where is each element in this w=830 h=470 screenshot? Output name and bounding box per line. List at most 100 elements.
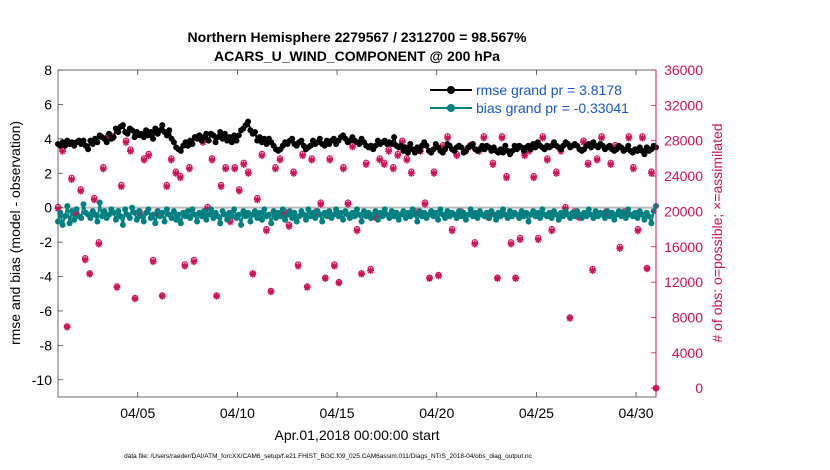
obs-assimilated-point: [235, 187, 243, 195]
obs-assimilated-point: [534, 236, 542, 244]
bias-point: [254, 215, 261, 221]
bias-point: [474, 215, 481, 221]
x-axis: 04/05 04/10 04/15 04/20 04/25 04/30: [120, 70, 654, 421]
rmse-point: [298, 137, 305, 144]
rmse-point: [226, 134, 233, 141]
bias-point: [270, 208, 277, 215]
bias-point: [611, 216, 618, 223]
chart-title-line2: ACARS_U_WIND_COMPONENT @ 200 hPa: [214, 48, 500, 64]
bias-point: [567, 215, 574, 221]
bias-point: [203, 216, 210, 223]
rmse-point: [214, 134, 221, 141]
bias-point: [486, 215, 493, 221]
bias-point: [194, 218, 201, 225]
obs-assimilated-point: [127, 147, 134, 155]
obs-assimilated-point: [598, 134, 606, 142]
rmse-point: [219, 135, 226, 142]
bias-point: [145, 206, 152, 213]
obs-assimilated-point: [90, 196, 98, 204]
bias-point: [456, 208, 462, 215]
bias-point: [261, 206, 268, 213]
obs-assimilated-point: [68, 176, 75, 183]
obs-assimilated-point: [448, 227, 456, 235]
bias-point: [483, 209, 490, 216]
bias-point: [282, 216, 289, 223]
obs-assimilated-point: [367, 267, 374, 275]
obs-assimilated-point: [77, 187, 85, 195]
bias-point: [472, 209, 479, 216]
obs-assimilated-point: [444, 134, 452, 142]
obs-assimilated-point: [584, 161, 592, 168]
bias-point: [374, 216, 381, 223]
rmse-point: [321, 142, 328, 149]
y-tick-label-right: 20000: [664, 203, 703, 219]
bias-point: [646, 213, 652, 220]
bias-point: [259, 216, 265, 223]
bias-point: [381, 206, 388, 213]
obs-assimilated-point: [272, 165, 279, 173]
rmse-point: [252, 129, 258, 135]
bias-point: [92, 211, 99, 218]
y-tick-label-left: 2: [44, 165, 52, 181]
bias-point: [208, 206, 214, 213]
legend-rmse-label: rmse grand pr = 3.8178: [476, 82, 622, 98]
obs-assimilated-point: [176, 174, 184, 182]
y-tick-label-left: 6: [44, 96, 52, 112]
obs-assimilated-point: [172, 170, 180, 177]
legend-rmse-marker: [447, 86, 455, 94]
obs-assimilated-point: [267, 288, 275, 296]
obs-assimilated-point: [95, 240, 103, 248]
rmse-point: [89, 141, 96, 147]
rmse-point: [330, 135, 337, 142]
obs-assimilated-point: [253, 196, 261, 204]
bias-point: [94, 218, 101, 225]
bias-point: [80, 201, 87, 208]
obs-assimilated-point: [167, 156, 175, 164]
legend-bias-label: bias grand pr = -0.33041: [476, 100, 629, 116]
obs-assimilated-point: [507, 240, 515, 248]
bias-point: [119, 221, 126, 228]
y-tick-label-right: 24000: [664, 168, 703, 184]
bias-point: [507, 208, 513, 215]
obs-assimilated-point: [426, 275, 433, 282]
bias-point: [525, 218, 532, 225]
bias-point: [351, 213, 358, 220]
obs-assimilated-point: [149, 258, 157, 266]
bias-point: [154, 208, 161, 215]
bias-point: [150, 211, 156, 218]
bias-point: [416, 208, 423, 215]
bias-point: [372, 208, 379, 215]
obs-assimilated-point: [231, 165, 239, 173]
obs-assimilated-point: [326, 156, 334, 164]
bias-point: [316, 211, 323, 218]
obs-assimilated-point: [407, 170, 415, 177]
obs-assimilated-point: [163, 183, 171, 191]
obs-assimilated-point: [566, 314, 574, 322]
obs-assimilated-point: [353, 227, 361, 235]
bias-point: [639, 211, 646, 218]
bias-point: [228, 213, 235, 220]
bias-point: [210, 215, 217, 221]
bias-point: [323, 213, 330, 220]
obs-assimilated-point: [99, 165, 107, 173]
rmse-point: [228, 139, 235, 146]
rmse-point: [184, 142, 191, 149]
bias-point: [245, 209, 252, 216]
bias-point: [310, 209, 316, 216]
bias-point: [337, 209, 344, 216]
obs-assimilated-point: [629, 165, 637, 173]
bias-point: [319, 218, 326, 225]
bias-point: [386, 215, 393, 221]
obs-assimilated-point: [303, 284, 311, 291]
bias-point: [101, 208, 108, 215]
bias-point: [138, 213, 145, 220]
rmse-point: [177, 147, 184, 154]
obs-assimilated-point: [548, 227, 556, 235]
obs-assimilated-point: [503, 174, 510, 182]
y-tick-label-right: 0: [695, 380, 703, 396]
rmse-point: [221, 130, 228, 137]
obs-assimilated-point: [512, 275, 519, 282]
y-tick-label-left: 0: [44, 200, 52, 216]
bias-point: [555, 216, 562, 223]
bias-point: [99, 213, 105, 220]
